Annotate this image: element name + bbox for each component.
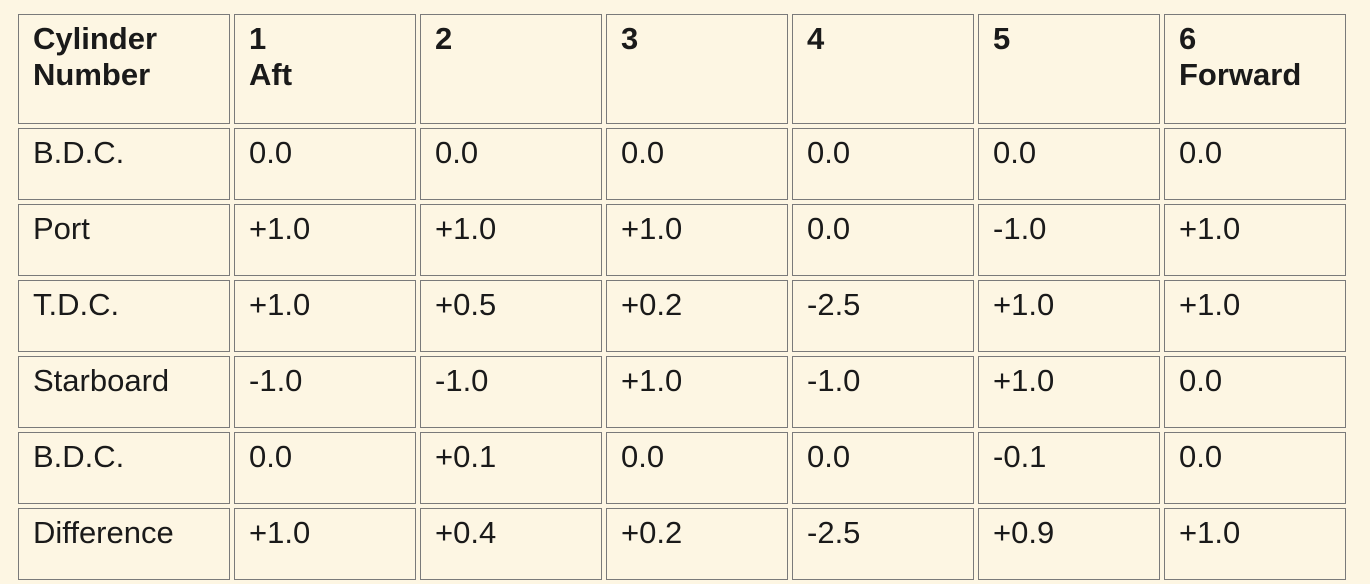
cell: 0.0 bbox=[1164, 128, 1346, 200]
cell: -1.0 bbox=[234, 356, 416, 428]
cell: +1.0 bbox=[606, 356, 788, 428]
row-label: B.D.C. bbox=[18, 432, 230, 504]
cell: -0.1 bbox=[978, 432, 1160, 504]
table-row: Difference +1.0 +0.4 +0.2 -2.5 +0.9 +1.0 bbox=[18, 508, 1346, 580]
row-label: Port bbox=[18, 204, 230, 276]
cell: +0.4 bbox=[420, 508, 602, 580]
table-row: Port +1.0 +1.0 +1.0 0.0 -1.0 +1.0 bbox=[18, 204, 1346, 276]
cell: 0.0 bbox=[792, 204, 974, 276]
cell: +0.2 bbox=[606, 280, 788, 352]
cell: 0.0 bbox=[978, 128, 1160, 200]
col-header-line1: 1 bbox=[249, 21, 401, 57]
col-header-line1: Cylinder bbox=[33, 21, 215, 57]
table-row: B.D.C. 0.0 0.0 0.0 0.0 0.0 0.0 bbox=[18, 128, 1346, 200]
col-header-line2: Aft bbox=[249, 57, 401, 93]
cell: 0.0 bbox=[420, 128, 602, 200]
table-row: Starboard -1.0 -1.0 +1.0 -1.0 +1.0 0.0 bbox=[18, 356, 1346, 428]
col-header-line1: 2 bbox=[435, 21, 587, 57]
col-header-5: 5 bbox=[978, 14, 1160, 124]
cell: +0.2 bbox=[606, 508, 788, 580]
cell: 0.0 bbox=[234, 432, 416, 504]
cell: +1.0 bbox=[1164, 204, 1346, 276]
col-header-line1: 4 bbox=[807, 21, 959, 57]
row-label: Starboard bbox=[18, 356, 230, 428]
cell: +1.0 bbox=[606, 204, 788, 276]
col-header-line1: 3 bbox=[621, 21, 773, 57]
row-label: Difference bbox=[18, 508, 230, 580]
cell: +1.0 bbox=[234, 508, 416, 580]
cell: 0.0 bbox=[1164, 432, 1346, 504]
cell: +1.0 bbox=[234, 280, 416, 352]
col-header-line1: 5 bbox=[993, 21, 1145, 57]
cylinder-deflection-table: Cylinder Number 1 Aft 2 3 4 5 bbox=[14, 10, 1350, 584]
cell: +1.0 bbox=[1164, 508, 1346, 580]
col-header-4: 4 bbox=[792, 14, 974, 124]
cell: 0.0 bbox=[792, 432, 974, 504]
col-header-1: 1 Aft bbox=[234, 14, 416, 124]
cell: -1.0 bbox=[792, 356, 974, 428]
cell: -2.5 bbox=[792, 508, 974, 580]
cell: +0.5 bbox=[420, 280, 602, 352]
cell: -1.0 bbox=[420, 356, 602, 428]
cell: -2.5 bbox=[792, 280, 974, 352]
col-header-3: 3 bbox=[606, 14, 788, 124]
row-label: T.D.C. bbox=[18, 280, 230, 352]
cell: +0.9 bbox=[978, 508, 1160, 580]
col-header-line1: 6 bbox=[1179, 21, 1331, 57]
cell: 0.0 bbox=[1164, 356, 1346, 428]
cell: +1.0 bbox=[978, 280, 1160, 352]
cell: +1.0 bbox=[420, 204, 602, 276]
cell: -1.0 bbox=[978, 204, 1160, 276]
cell: +1.0 bbox=[234, 204, 416, 276]
col-header-6: 6 Forward bbox=[1164, 14, 1346, 124]
row-label: B.D.C. bbox=[18, 128, 230, 200]
cell: +1.0 bbox=[978, 356, 1160, 428]
col-header-line2: Forward bbox=[1179, 57, 1331, 93]
cell: 0.0 bbox=[234, 128, 416, 200]
cell: 0.0 bbox=[606, 128, 788, 200]
table-row: T.D.C. +1.0 +0.5 +0.2 -2.5 +1.0 +1.0 bbox=[18, 280, 1346, 352]
table-header-row: Cylinder Number 1 Aft 2 3 4 5 bbox=[18, 14, 1346, 124]
cell: 0.0 bbox=[792, 128, 974, 200]
table-row: B.D.C. 0.0 +0.1 0.0 0.0 -0.1 0.0 bbox=[18, 432, 1346, 504]
col-header-2: 2 bbox=[420, 14, 602, 124]
col-header-cylinder: Cylinder Number bbox=[18, 14, 230, 124]
cell: +1.0 bbox=[1164, 280, 1346, 352]
col-header-line2: Number bbox=[33, 57, 215, 93]
cell: +0.1 bbox=[420, 432, 602, 504]
cell: 0.0 bbox=[606, 432, 788, 504]
